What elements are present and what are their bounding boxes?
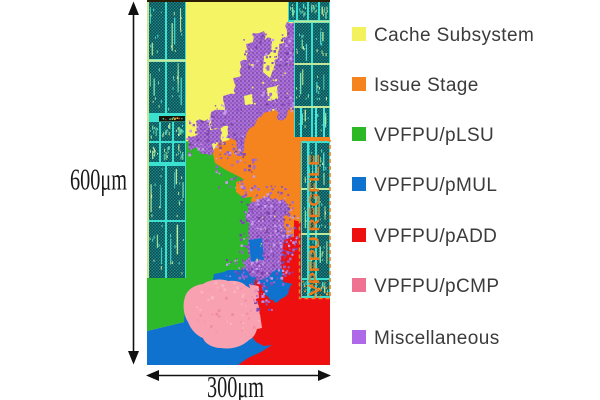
svg-text:VPFPU/pMUL: VPFPU/pMUL (374, 175, 497, 196)
svg-text:600μm: 600μm (70, 162, 127, 197)
svg-text:Issue Stage: Issue Stage (374, 75, 479, 96)
svg-text:VPFPU/pLSU: VPFPU/pLSU (374, 125, 494, 146)
svg-text:Miscellaneous: Miscellaneous (374, 328, 500, 349)
svg-text:Cache Subsystem: Cache Subsystem (374, 25, 534, 46)
svg-text:300μm: 300μm (207, 369, 264, 400)
svg-text:VPFPU/pCMP: VPFPU/pCMP (374, 276, 499, 297)
svg-text:VPFPU REGFILE: VPFPU REGFILE (307, 154, 323, 296)
svg-text:VPFPU/pADD: VPFPU/pADD (374, 226, 497, 247)
